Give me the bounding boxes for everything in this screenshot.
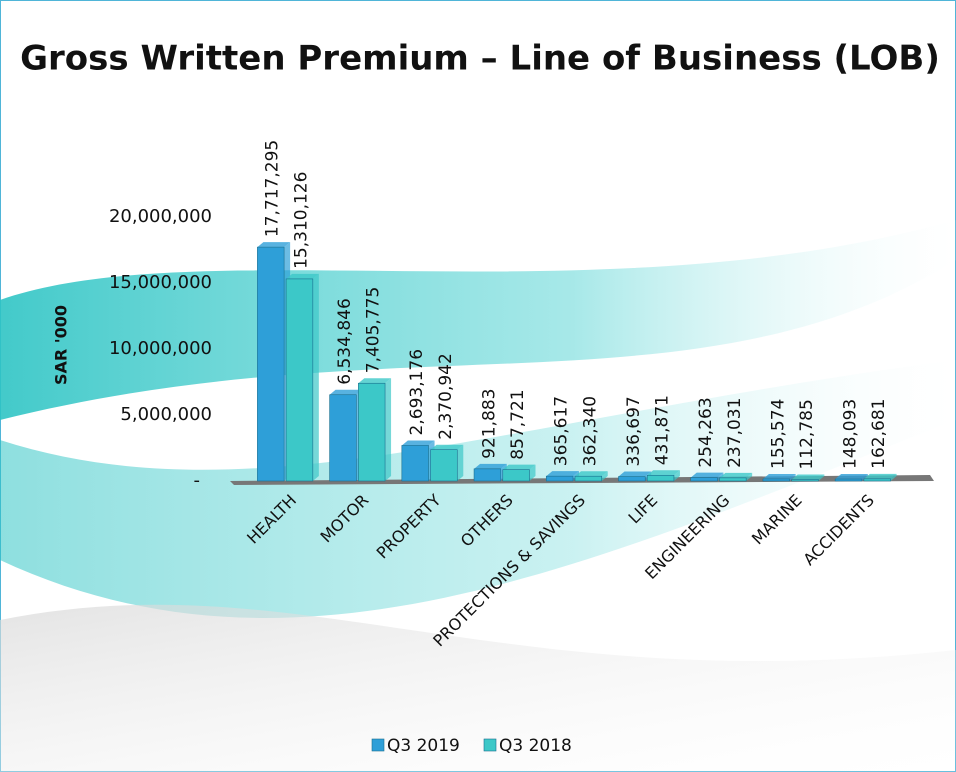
bar — [502, 469, 530, 482]
bar — [834, 478, 863, 482]
bar-side — [601, 471, 608, 481]
bar-top — [474, 463, 507, 469]
bar — [545, 475, 574, 482]
bar-side — [457, 444, 464, 481]
wave — [0, 220, 956, 420]
bar-side — [746, 472, 753, 481]
value-label: 921,883 — [479, 389, 499, 459]
wave — [0, 360, 956, 618]
bar-side — [890, 473, 897, 481]
bar-side — [818, 474, 825, 481]
bar-top — [791, 474, 825, 480]
bar-top — [329, 389, 363, 395]
legend-label: Q3 2019 — [387, 736, 460, 756]
value-label: 365,617 — [552, 396, 572, 466]
y-tick-label: 15,000,000 — [109, 272, 212, 293]
value-label: 15,310,126 — [291, 172, 311, 269]
bar-top — [546, 471, 579, 477]
bar-top — [502, 464, 536, 470]
bar-side — [529, 464, 536, 481]
value-label: 148,093 — [841, 399, 861, 469]
y-tick-label: - — [194, 470, 201, 491]
value-label: 254,263 — [696, 397, 716, 467]
bar — [690, 477, 718, 482]
y-tick-label: 5,000,000 — [120, 404, 212, 425]
bar — [719, 477, 747, 482]
bar-top — [835, 474, 868, 480]
value-label: 7,405,775 — [364, 287, 384, 374]
bar — [762, 478, 790, 482]
bar-side — [673, 470, 680, 481]
bar-top — [618, 471, 652, 477]
value-label: 17,717,295 — [263, 140, 283, 237]
bar — [791, 479, 819, 482]
bar-side — [385, 378, 392, 481]
bar — [863, 478, 891, 482]
bar — [401, 445, 429, 482]
value-label: 162,681 — [869, 399, 889, 469]
value-label: 237,031 — [725, 398, 745, 468]
legend-swatch — [371, 738, 385, 752]
bar-top — [575, 471, 608, 477]
value-label: 112,785 — [797, 399, 817, 469]
value-label: 362,340 — [580, 396, 600, 466]
value-label: 6,534,846 — [335, 298, 355, 385]
bar-top — [647, 470, 680, 476]
value-label: 857,721 — [508, 389, 528, 459]
value-label: 336,697 — [624, 396, 644, 466]
value-label: 431,871 — [653, 395, 673, 465]
bar-side — [861, 474, 868, 481]
value-label: 2,370,942 — [436, 353, 456, 440]
bar — [430, 449, 458, 482]
chart-title: Gross Written Premium – Line of Business… — [20, 39, 940, 79]
y-axis-label: SAR '000 — [52, 305, 71, 385]
value-label: 2,693,176 — [407, 349, 427, 436]
bar — [257, 246, 285, 482]
bar — [329, 394, 357, 482]
y-tick-label: 10,000,000 — [109, 338, 212, 359]
bar-top — [286, 273, 319, 279]
bar-side — [717, 472, 724, 481]
bar-top — [401, 440, 435, 446]
wave — [0, 604, 956, 772]
y-tick-label: 20,000,000 — [109, 206, 212, 227]
bar-top — [863, 473, 897, 479]
legend-label: Q3 2018 — [499, 736, 572, 756]
bar — [285, 278, 314, 482]
bar-top — [719, 472, 753, 478]
bar — [574, 475, 603, 482]
bar-side — [789, 473, 796, 481]
value-label: 155,574 — [768, 399, 788, 469]
bar-top — [690, 472, 724, 478]
bar-side — [312, 273, 319, 481]
bar — [358, 382, 386, 482]
bar-top — [762, 473, 796, 479]
bar — [618, 476, 646, 482]
bar-top — [430, 444, 464, 450]
bar — [473, 468, 502, 482]
bar — [646, 474, 675, 482]
legend-swatch — [483, 738, 497, 752]
bar-top — [257, 242, 291, 248]
bar-top — [358, 378, 392, 384]
